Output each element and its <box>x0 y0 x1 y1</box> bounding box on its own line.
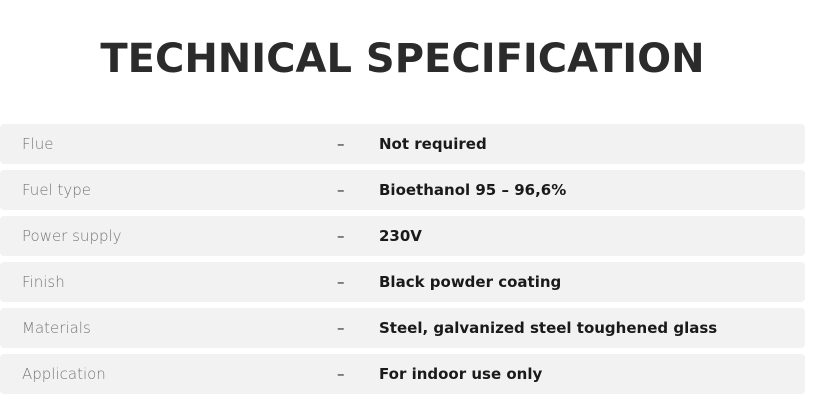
spec-row: Application – For indoor use only <box>0 354 805 394</box>
separator: – <box>337 227 345 245</box>
separator: – <box>337 365 345 383</box>
separator: – <box>337 319 345 337</box>
spec-row: Finish – Black powder coating <box>0 262 805 302</box>
spec-row: Fuel type – Bioethanol 95 – 96,6% <box>0 170 805 210</box>
spec-row: Materials – Steel, galvanized steel toughe… <box>0 308 805 348</box>
spec-value: Steel, galvanized steel toughened glass <box>379 319 718 337</box>
spec-label: Application <box>22 365 106 383</box>
spec-label: Finish <box>22 273 65 291</box>
spec-value: Bioethanol 95 – 96,6% <box>379 181 567 199</box>
spec-label: Flue <box>22 135 54 153</box>
spec-value: Black powder coating <box>379 273 562 291</box>
spec-row: Power supply – 230V <box>0 216 805 256</box>
spec-row: Flue – Not required <box>0 124 805 164</box>
spec-label: Power supply <box>22 227 122 245</box>
spec-value: 230V <box>379 227 422 245</box>
spec-label: Fuel type <box>22 181 91 199</box>
separator: – <box>337 135 345 153</box>
separator: – <box>337 181 345 199</box>
spec-value: For indoor use only <box>379 365 543 383</box>
page-title: TECHNICAL SPECIFICATION <box>100 36 705 82</box>
separator: – <box>337 273 345 291</box>
spec-label: Materials <box>22 319 91 337</box>
spec-table: Flue – Not required Fuel type – Bioethanol 95… <box>0 124 805 400</box>
spec-value: Not required <box>379 135 487 153</box>
